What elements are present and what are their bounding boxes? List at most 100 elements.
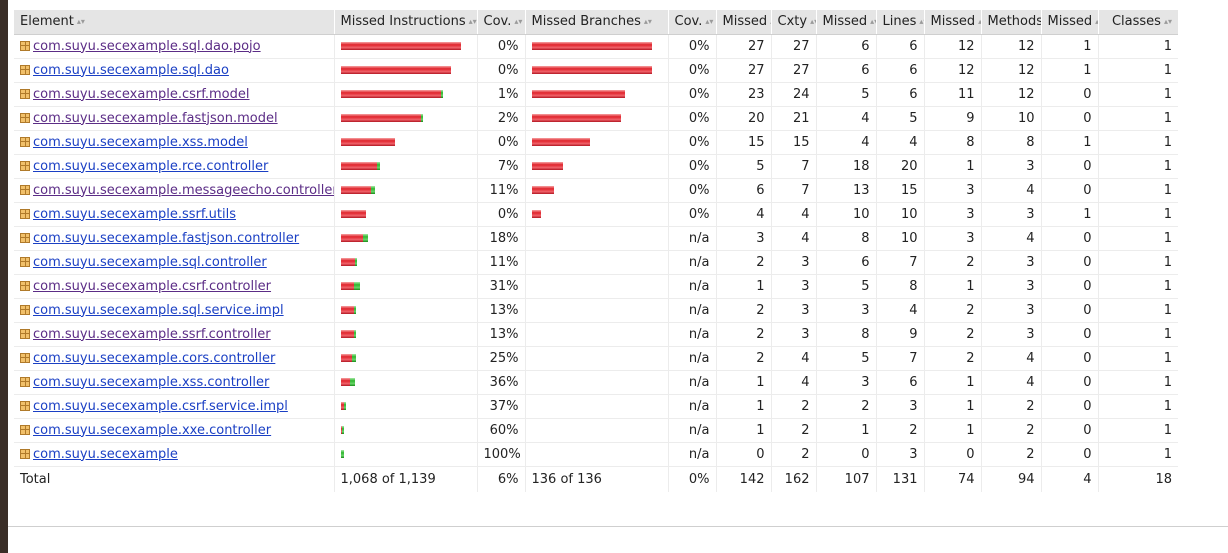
table-row: com.suyu.secexample.sql.service.impl 13% n… [14,298,1178,323]
column-header-label: Lines [882,14,917,30]
column-header-2[interactable]: Cov. ▴▾ [476,10,525,35]
package-link[interactable]: com.suyu.secexample.fastjson.controller [33,230,300,246]
table-row: com.suyu.secexample.sql.controller 11% n/a… [14,250,1178,275]
complexity-missed-cell: 1 [715,274,771,299]
package-link[interactable]: com.suyu.secexample.sql.dao.pojo [33,38,261,54]
table-row: com.suyu.secexample.rce.controller 7% 0% 5 7… [14,154,1178,179]
package-link[interactable]: com.suyu.secexample.rce.controller [33,158,269,174]
branches-missed-bar [531,138,590,146]
classes-missed-cell: 0 [1040,370,1098,395]
package-link[interactable]: com.suyu.secexample.xxe.controller [33,422,272,438]
classes-missed-cell: 1 [1040,130,1098,155]
table-footer: Total 1,068 of 1,139 6% 136 of 136 0% 14… [14,466,1178,492]
methods-cell: 4 [980,178,1041,203]
methods-cell: 3 [980,250,1041,275]
branches-coverage-cell: n/a [667,322,716,347]
package-cell: com.suyu.secexample.messageecho.controll… [14,178,334,203]
package-icon [20,64,30,75]
lines-cell: 20 [875,154,924,179]
lines-cell: 5 [875,106,924,131]
branches-missed-bar [531,210,541,218]
package-link[interactable]: com.suyu.secexample.fastjson.model [33,110,278,126]
package-link[interactable]: com.suyu.secexample.ssrf.controller [33,326,271,342]
classes-missed-cell: 0 [1040,178,1098,203]
lines-missed-cell: 13 [815,178,876,203]
package-link[interactable]: com.suyu.secexample.cors.controller [33,350,276,366]
column-header-3[interactable]: Missed Branches ▴▾ [524,10,668,35]
instructions-coverage-cell: 37% [476,394,525,419]
package-icon [20,448,30,459]
table-row: com.suyu.secexample.xss.model 0% 0% 15 15 4 4 8… [14,130,1178,155]
total-branches-coverage: 0% [667,466,716,492]
instructions-covered-bar [353,282,360,290]
classes-missed-cell: 0 [1040,322,1098,347]
package-link[interactable]: com.suyu.secexample.sql.service.impl [33,302,284,318]
package-link[interactable]: com.suyu.secexample.messageecho.controll… [33,182,334,198]
complexity-missed-cell: 27 [715,34,771,59]
complexity-cell: 2 [770,442,816,467]
total-methods: 94 [980,466,1041,492]
instructions-missed-bar [340,210,366,218]
complexity-missed-cell: 2 [715,322,771,347]
column-header-10[interactable]: Methods ▴▾ [980,10,1041,35]
column-header-0[interactable]: Element ▴▾ [14,10,334,35]
classes-missed-cell: 0 [1040,274,1098,299]
instructions-missed-bar [340,426,342,434]
package-link[interactable]: com.suyu.secexample.csrf.model [33,86,250,102]
package-link[interactable]: com.suyu.secexample.sql.controller [33,254,267,270]
package-link[interactable]: com.suyu.secexample [33,446,178,462]
package-link[interactable]: com.suyu.secexample.csrf.service.impl [33,398,288,414]
column-header-4[interactable]: Cov. ▴▾ [667,10,716,35]
package-cell: com.suyu.secexample.csrf.service.impl [14,394,334,419]
package-icon [20,328,30,339]
column-header-label: Missed Instructions [340,14,466,30]
total-classes-missed: 4 [1040,466,1098,492]
column-header-12[interactable]: Classes ▴▾ [1097,10,1178,35]
classes-cell: 1 [1097,250,1178,275]
missed-branches-cell [524,394,668,419]
column-header-11[interactable]: Missed▴▾ [1040,10,1098,35]
lines-missed-cell: 3 [815,298,876,323]
missed-instructions-cell [333,202,477,227]
table-row: com.suyu.secexample.messageecho.controll… [14,178,1178,203]
complexity-missed-cell: 6 [715,178,771,203]
package-icon [20,376,30,387]
instructions-covered-bar [341,426,344,434]
missed-instructions-cell [333,346,477,371]
package-cell: com.suyu.secexample.fastjson.model [14,106,334,131]
package-cell: com.suyu.secexample.fastjson.controller [14,226,334,251]
classes-missed-cell: 0 [1040,442,1098,467]
package-link[interactable]: com.suyu.secexample.xss.model [33,134,248,150]
column-header-label: Missed [822,14,868,30]
methods-cell: 4 [980,346,1041,371]
lines-missed-cell: 1 [815,418,876,443]
column-header-label: Missed [930,14,976,30]
column-header-5[interactable]: Missed▴▾ [715,10,771,35]
branches-coverage-cell: 0% [667,130,716,155]
complexity-missed-cell: 2 [715,250,771,275]
complexity-cell: 4 [770,370,816,395]
methods-cell: 3 [980,298,1041,323]
column-header-8[interactable]: Lines▴▾ [875,10,924,35]
classes-missed-cell: 1 [1040,202,1098,227]
instructions-coverage-cell: 60% [476,418,525,443]
instructions-coverage-cell: 31% [476,274,525,299]
column-header-7[interactable]: Missed▴▾ [815,10,876,35]
column-header-1[interactable]: Missed Instructions ▴▾ [333,10,477,35]
package-icon [20,232,30,243]
methods-missed-cell: 3 [923,226,981,251]
sort-icon: ▴▾ [978,17,981,26]
package-link[interactable]: com.suyu.secexample.sql.dao [33,62,229,78]
missed-branches-cell [524,226,668,251]
lines-missed-cell: 5 [815,346,876,371]
total-instructions-coverage: 6% [476,466,525,492]
table-row: com.suyu.secexample.ssrf.controller 13% n/… [14,322,1178,347]
package-link[interactable]: com.suyu.secexample.ssrf.utils [33,206,236,222]
branches-coverage-cell: n/a [667,418,716,443]
missed-instructions-cell [333,226,477,251]
column-header-9[interactable]: Missed▴▾ [923,10,981,35]
package-link[interactable]: com.suyu.secexample.csrf.controller [33,278,272,294]
column-header-6[interactable]: Cxty▴▾ [770,10,816,35]
package-icon [20,208,30,219]
package-link[interactable]: com.suyu.secexample.xss.controller [33,374,270,390]
